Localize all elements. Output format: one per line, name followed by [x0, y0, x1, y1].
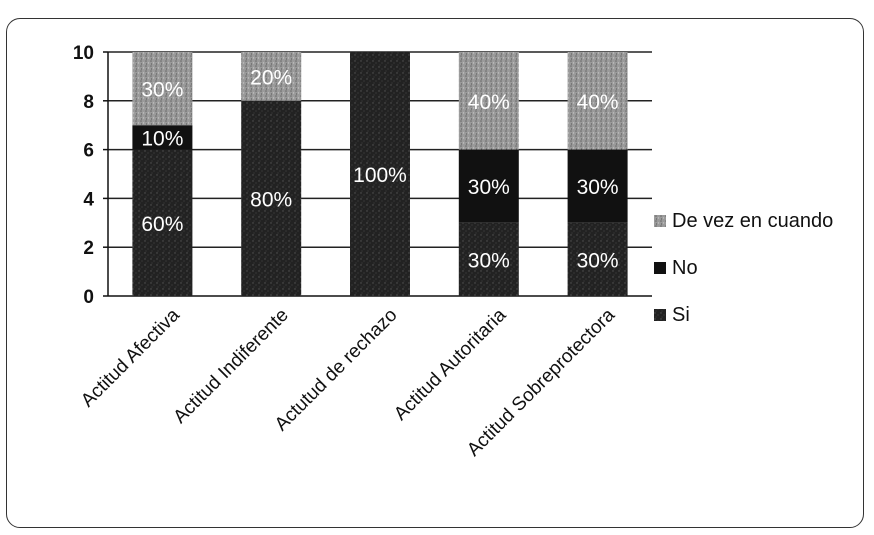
- data-label-3-1: 100%: [353, 164, 407, 187]
- bar-de-vez-en-cuando-4: [458, 52, 519, 150]
- legend-swatch-1: [654, 309, 666, 321]
- y-tick-label-6: 6: [83, 141, 94, 162]
- x-category-label-1: Actitud Afectiva: [77, 304, 184, 411]
- legend-label-1: Si: [672, 304, 690, 326]
- x-category-label-4: Actitud Autoritaria: [390, 304, 510, 424]
- data-label-5-3: 40%: [577, 91, 619, 114]
- legend-swatch-2: [654, 262, 666, 274]
- bar-de-vez-en-cuando-2: [241, 52, 302, 101]
- bar-de-vez-en-cuando-5: [567, 52, 628, 150]
- data-labels: 60% 10% 30% 80% 20% 100% 30% 30% 40% 30% 30% 40%: [141, 66, 618, 272]
- bar-si-1: [132, 149, 193, 296]
- bar-no-5: [567, 149, 628, 223]
- data-label-4-2: 30%: [468, 176, 510, 199]
- data-label-1-2: 10%: [141, 127, 183, 150]
- chart-frame: [6, 18, 864, 528]
- legend-label-3: De vez en cuando: [672, 210, 833, 232]
- bar-de-vez-en-cuando-1: [132, 52, 193, 126]
- bar-si-4: [458, 222, 519, 296]
- y-tick-label-2: 2: [83, 238, 94, 259]
- data-label-2-3: 20%: [250, 66, 292, 89]
- legend-label-2: No: [672, 257, 698, 279]
- data-label-5-2: 30%: [577, 176, 619, 199]
- bar-no-4: [458, 149, 519, 223]
- data-label-2-1: 80%: [250, 188, 292, 211]
- data-label-1-1: 60%: [141, 213, 183, 236]
- y-tick-label-0: 0: [83, 287, 94, 308]
- legend: De vez en cuando No Si: [654, 210, 833, 326]
- x-category-label-2: Actitud Indiferente: [170, 305, 293, 428]
- data-label-1-3: 30%: [141, 79, 183, 102]
- data-label-4-1: 30%: [468, 249, 510, 272]
- bar-si-3: [350, 52, 410, 296]
- bar-no-1: [132, 125, 193, 150]
- y-tick-label-10: 10: [73, 43, 94, 64]
- bar-si-2: [241, 100, 302, 296]
- data-label-4-3: 40%: [468, 91, 510, 114]
- x-category-label-3: Actutud de rechazo: [271, 305, 402, 436]
- legend-swatch-3: [654, 215, 666, 227]
- y-tick-label-8: 8: [83, 92, 94, 113]
- bars: [132, 52, 628, 296]
- bar-si-5: [567, 222, 628, 296]
- y-tick-label-4: 4: [83, 189, 94, 210]
- data-label-5-1: 30%: [577, 249, 619, 272]
